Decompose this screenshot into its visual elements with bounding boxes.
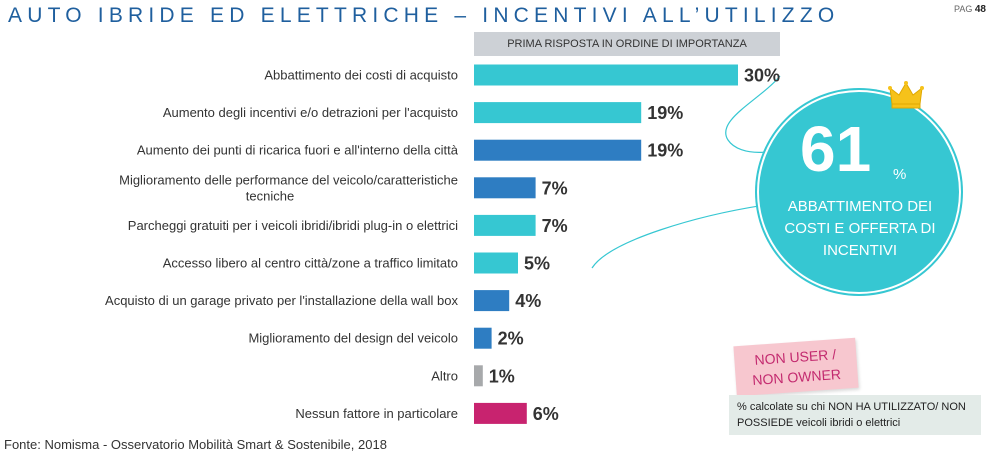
highlight-unit: % xyxy=(893,166,907,183)
category-label-2: Aumento dei punti di ricarica fuori e al… xyxy=(137,143,459,158)
value-label-4: 7% xyxy=(542,216,568,236)
value-label-3: 7% xyxy=(542,178,568,198)
sample-tag: NON USER / NON OWNER xyxy=(733,337,859,397)
value-label-6: 4% xyxy=(515,291,541,311)
bar-6 xyxy=(474,290,510,312)
highlight-caption: ABBATTIMENTO DEI COSTI E OFFERTA DI INCE… xyxy=(784,198,936,259)
value-label-2: 19% xyxy=(647,141,683,161)
chart-header: PRIMA RISPOSTA IN ORDINE DI IMPORTANZA xyxy=(474,32,780,56)
bar-3 xyxy=(474,177,536,199)
highlight-value: 61 xyxy=(800,113,872,185)
category-label-0: Abbattimento dei costi di acquisto xyxy=(264,68,458,83)
category-label-3: Miglioramento delle performance del veic… xyxy=(119,172,458,203)
connector-line-bottom xyxy=(591,204,766,269)
source-note: Fonte: Nomisma - Osservatorio Mobilità S… xyxy=(4,437,387,452)
bar-4 xyxy=(474,214,536,236)
category-label-8: Altro xyxy=(431,368,458,383)
value-label-1: 19% xyxy=(647,103,683,123)
category-label-7: Miglioramento del design del veicolo xyxy=(248,331,458,346)
value-label-9: 6% xyxy=(533,404,559,424)
page-number: PAG 48 xyxy=(954,4,986,15)
bar-7 xyxy=(474,327,492,349)
category-label-9: Nessun fattore in particolare xyxy=(295,406,458,421)
value-label-0: 30% xyxy=(744,66,780,86)
page-number-value: 48 xyxy=(974,4,986,15)
bar-8 xyxy=(474,365,483,387)
value-label-7: 2% xyxy=(498,329,524,349)
value-label-5: 5% xyxy=(524,254,550,274)
category-label-4: Parcheggi gratuiti per i veicoli ibridi/… xyxy=(128,218,458,233)
highlight-circle xyxy=(757,90,961,294)
category-label-6: Acquisto di un garage privato per l'inst… xyxy=(105,293,458,308)
bar-5 xyxy=(474,252,518,274)
base-note: % calcolate su chi NON HA UTILIZZATO/ NO… xyxy=(729,395,981,435)
bar-9 xyxy=(474,402,527,424)
bar-0 xyxy=(474,64,738,86)
bar-1 xyxy=(474,102,642,124)
category-label-1: Aumento degli incentivi e/o detrazioni p… xyxy=(163,105,458,120)
page-title: AUTO IBRIDE ED ELETTRICHE – INCENTIVI AL… xyxy=(8,4,840,27)
bar-2 xyxy=(474,139,642,161)
crown-icon xyxy=(888,81,924,109)
page-label: PAG xyxy=(954,4,973,14)
value-label-8: 1% xyxy=(489,366,515,386)
category-label-5: Accesso libero al centro città/zone a tr… xyxy=(163,256,458,271)
